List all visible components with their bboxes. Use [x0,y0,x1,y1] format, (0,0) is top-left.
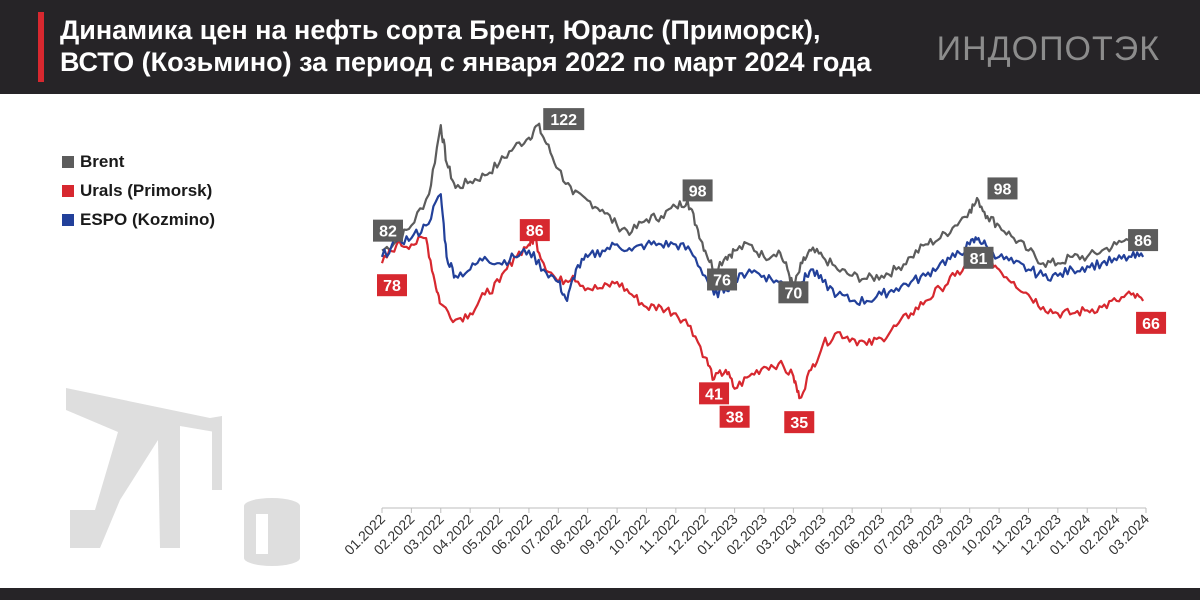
value-label: 98 [682,179,713,202]
legend-label-espo: ESPO (Kozmino) [80,209,216,229]
footer-bar [0,588,1200,600]
legend-item-brent: Brent [62,147,215,176]
svg-text:86: 86 [1134,233,1152,250]
value-label: 70 [778,281,809,304]
title-line-1: Динамика цен на нефть сорта Брент, Юралс… [60,15,821,45]
legend-label-brent: Brent [80,151,125,171]
series-line-brent [381,122,1144,290]
legend-swatch-urals [62,184,74,197]
svg-text:81: 81 [970,251,988,268]
value-label: 76 [707,268,738,291]
value-label: 78 [377,274,407,297]
svg-text:70: 70 [784,285,802,302]
legend-item-urals: Urals (Primorsk) [62,176,215,205]
oil-pump-illustration [66,388,300,566]
value-label: 86 [519,219,550,242]
series-line-urals [380,235,1145,400]
legend-label-urals: Urals (Primorsk) [80,180,213,200]
accent-bar [38,12,44,82]
svg-text:98: 98 [689,183,707,200]
svg-text:86: 86 [526,223,544,240]
title-line-2: ВСТО (Козьмино) за период с января 2022 … [60,47,872,77]
svg-text:41: 41 [705,386,723,403]
svg-text:122: 122 [550,112,577,129]
svg-text:78: 78 [383,278,401,295]
legend-swatch-espo [62,213,74,226]
svg-text:66: 66 [1142,316,1160,333]
series-line-espo [380,193,1145,306]
value-label: 98 [987,177,1018,200]
pump-jack-icon [66,388,222,548]
svg-text:82: 82 [379,224,397,241]
value-label: 122 [543,108,585,131]
legend-item-espo: ESPO (Kozmino) [62,205,215,234]
value-label: 41 [699,382,730,405]
svg-text:98: 98 [994,181,1012,198]
header-bar: Динамика цен на нефть сорта Брент, Юралс… [0,0,1200,94]
svg-text:38: 38 [726,410,744,427]
svg-text:35: 35 [790,415,808,432]
brand-logo: ИНДОПОТЭК [936,30,1160,68]
value-label: 86 [1128,229,1159,252]
svg-text:76: 76 [713,272,731,289]
value-label: 66 [1136,311,1167,334]
legend: Brent Urals (Primorsk) ESPO (Kozmino) [62,147,215,234]
value-label: 38 [719,405,750,428]
legend-swatch-brent [62,155,74,168]
value-label: 35 [784,411,815,434]
value-label: 81 [963,246,994,269]
value-label: 82 [373,219,403,242]
oil-barrel-icon [244,498,300,566]
chart-title: Динамика цен на нефть сорта Брент, Юралс… [60,14,871,78]
